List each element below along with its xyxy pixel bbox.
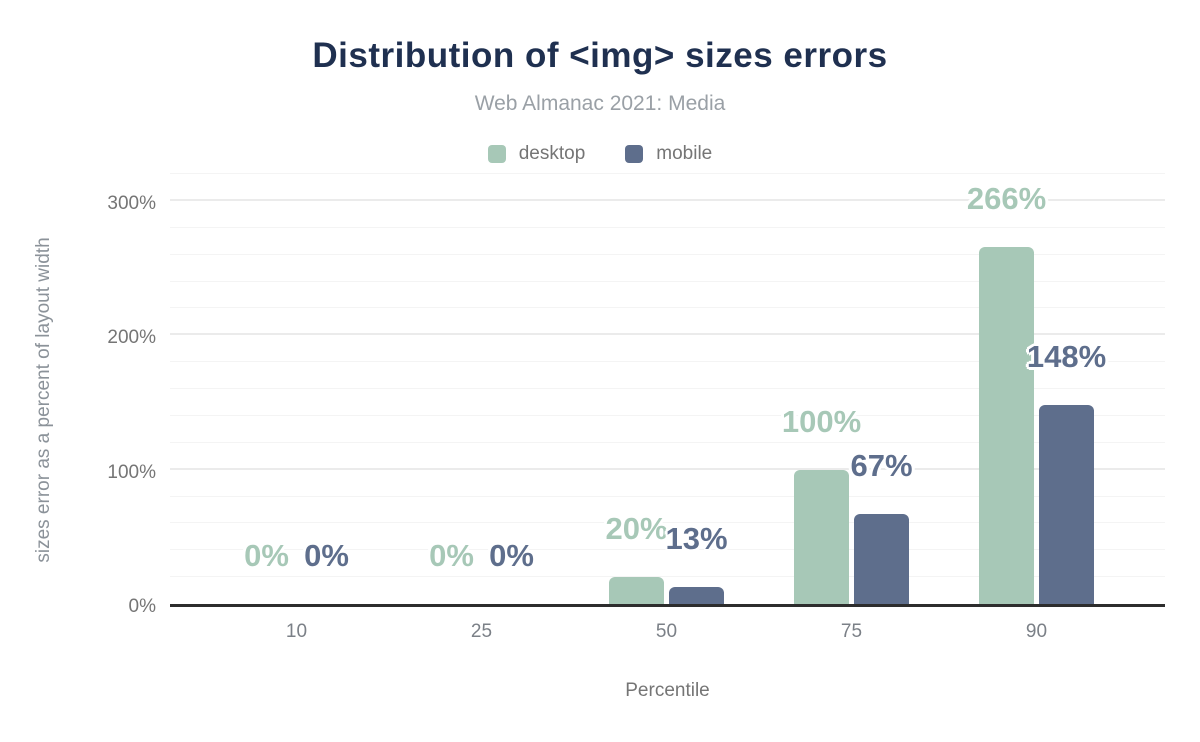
- minor-gridline: [170, 576, 1165, 578]
- minor-gridline: [170, 495, 1165, 497]
- mobile-swatch-icon: [625, 145, 644, 163]
- mobile-value-label-p10: 0%: [304, 538, 349, 573]
- desktop-swatch-icon: [487, 145, 506, 163]
- bar-group-p75: 100% 67%: [759, 177, 944, 604]
- y-tick-label: 200%: [107, 327, 156, 349]
- mobile-bar-p75: [854, 513, 909, 604]
- bars-row: 0% 0% 0% 0% 20% 13% 100% 67% 266% 148%: [204, 177, 1129, 604]
- minor-gridline: [170, 173, 1165, 174]
- y-axis-tick-labels: 0% 100% 200% 300%: [0, 177, 156, 617]
- minor-gridline: [170, 441, 1165, 443]
- desktop-value-label-p50: 20%: [605, 511, 668, 547]
- legend-item-desktop: desktop: [487, 143, 586, 165]
- x-tick-label-25: 25: [470, 621, 493, 642]
- mobile-bar-p50: [669, 586, 724, 604]
- bar-group-p50: 20% 13%: [574, 177, 759, 604]
- desktop-value-label-p10: 0%: [244, 538, 289, 573]
- legend-label-mobile: mobile: [656, 143, 713, 164]
- desktop-value-label-p75: 100%: [781, 403, 862, 439]
- chart-subtitle: Web Almanac 2021: Media: [474, 92, 726, 115]
- y-tick-label: 300%: [107, 192, 156, 214]
- legend: desktop mobile: [0, 143, 1200, 165]
- minor-gridline: [170, 549, 1165, 551]
- mobile-value-label-p90: 148%: [1026, 339, 1107, 375]
- desktop-value-label-p90: 266%: [966, 180, 1047, 216]
- y-tick-label: 100%: [107, 461, 156, 483]
- major-gridline: [170, 333, 1165, 336]
- mobile-value-label-p50: 13%: [665, 520, 728, 556]
- legend-label-desktop: desktop: [518, 143, 586, 164]
- desktop-bar-p75: [794, 469, 849, 604]
- minor-gridline: [170, 253, 1165, 255]
- legend-item-mobile: mobile: [625, 143, 712, 165]
- major-gridline: [170, 198, 1165, 201]
- minor-gridline: [170, 361, 1165, 363]
- desktop-bar-p90: [979, 246, 1034, 604]
- mobile-value-label-p75: 67%: [850, 447, 913, 483]
- desktop-value-label-p25: 0%: [429, 538, 474, 573]
- minor-gridline: [170, 307, 1165, 309]
- x-axis-tick-labels: 10 25 50 75 90: [204, 621, 1129, 643]
- major-gridline: [170, 467, 1165, 470]
- minor-gridline: [170, 522, 1165, 524]
- x-tick-label-50: 50: [655, 621, 678, 642]
- x-tick-label-90: 90: [1025, 621, 1048, 642]
- mobile-bar-p90: [1039, 405, 1094, 604]
- minor-gridline: [170, 280, 1165, 282]
- bar-group-p10: 0% 0%: [204, 177, 389, 604]
- chart-title: Distribution of <img> sizes errors: [312, 36, 888, 75]
- x-tick-label-75: 75: [840, 621, 863, 642]
- minor-gridline: [170, 414, 1165, 416]
- bar-group-p25: 0% 0%: [389, 177, 574, 604]
- mobile-value-label-p25: 0%: [489, 538, 534, 573]
- minor-gridline: [170, 226, 1165, 228]
- plot-area: 0% 0% 0% 0% 20% 13% 100% 67% 266% 148%: [170, 173, 1165, 607]
- bar-group-p90: 266% 148%: [944, 177, 1129, 604]
- desktop-bar-p50: [609, 577, 664, 604]
- x-axis-title: Percentile: [625, 680, 710, 701]
- x-tick-label-10: 10: [285, 621, 308, 642]
- minor-gridline: [170, 388, 1165, 389]
- y-tick-label: 0%: [128, 596, 156, 617]
